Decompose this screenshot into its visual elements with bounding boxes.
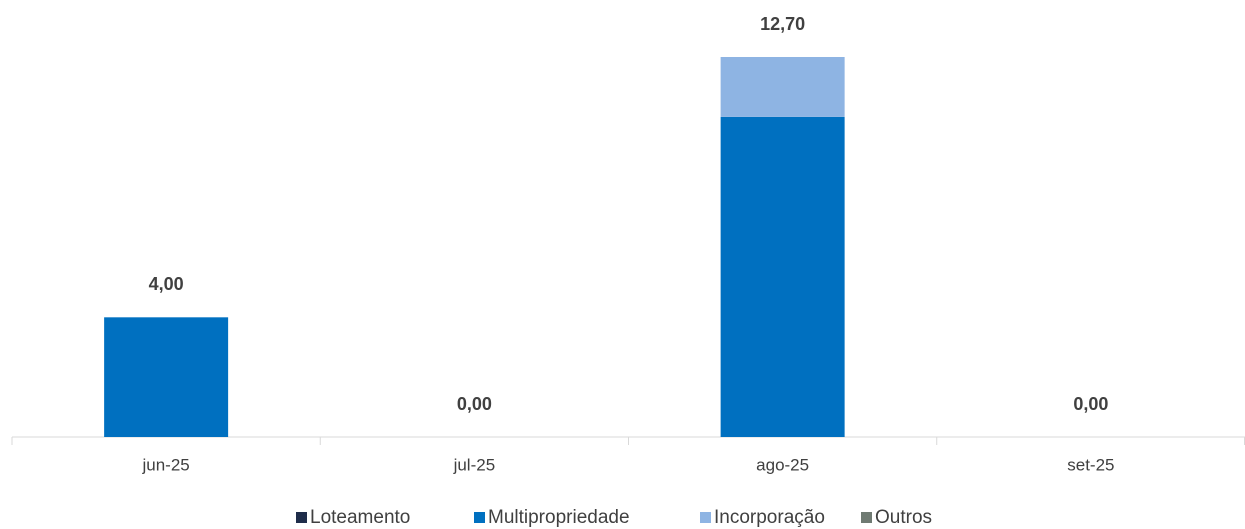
legend-swatch	[296, 512, 307, 523]
total-label: 0,00	[1073, 394, 1108, 414]
legend-label: Multipropriedade	[488, 507, 630, 528]
x-tick-label: jun-25	[141, 455, 189, 474]
bar-segment	[720, 116, 845, 437]
legend-label: Outros	[875, 507, 932, 528]
x-tick-label: ago-25	[756, 455, 809, 474]
total-label: 12,70	[760, 14, 805, 34]
legend-swatch	[700, 512, 711, 523]
legend-swatch	[861, 512, 872, 523]
bar-segment	[104, 317, 229, 437]
x-tick-label: jul-25	[453, 455, 496, 474]
bar-segment	[720, 57, 845, 117]
legend-swatch	[474, 512, 485, 523]
total-label: 0,00	[457, 394, 492, 414]
legend-label: Incorporação	[714, 507, 825, 528]
total-label: 4,00	[149, 274, 184, 294]
legend-label: Loteamento	[310, 507, 410, 528]
x-tick-label: set-25	[1067, 455, 1114, 474]
